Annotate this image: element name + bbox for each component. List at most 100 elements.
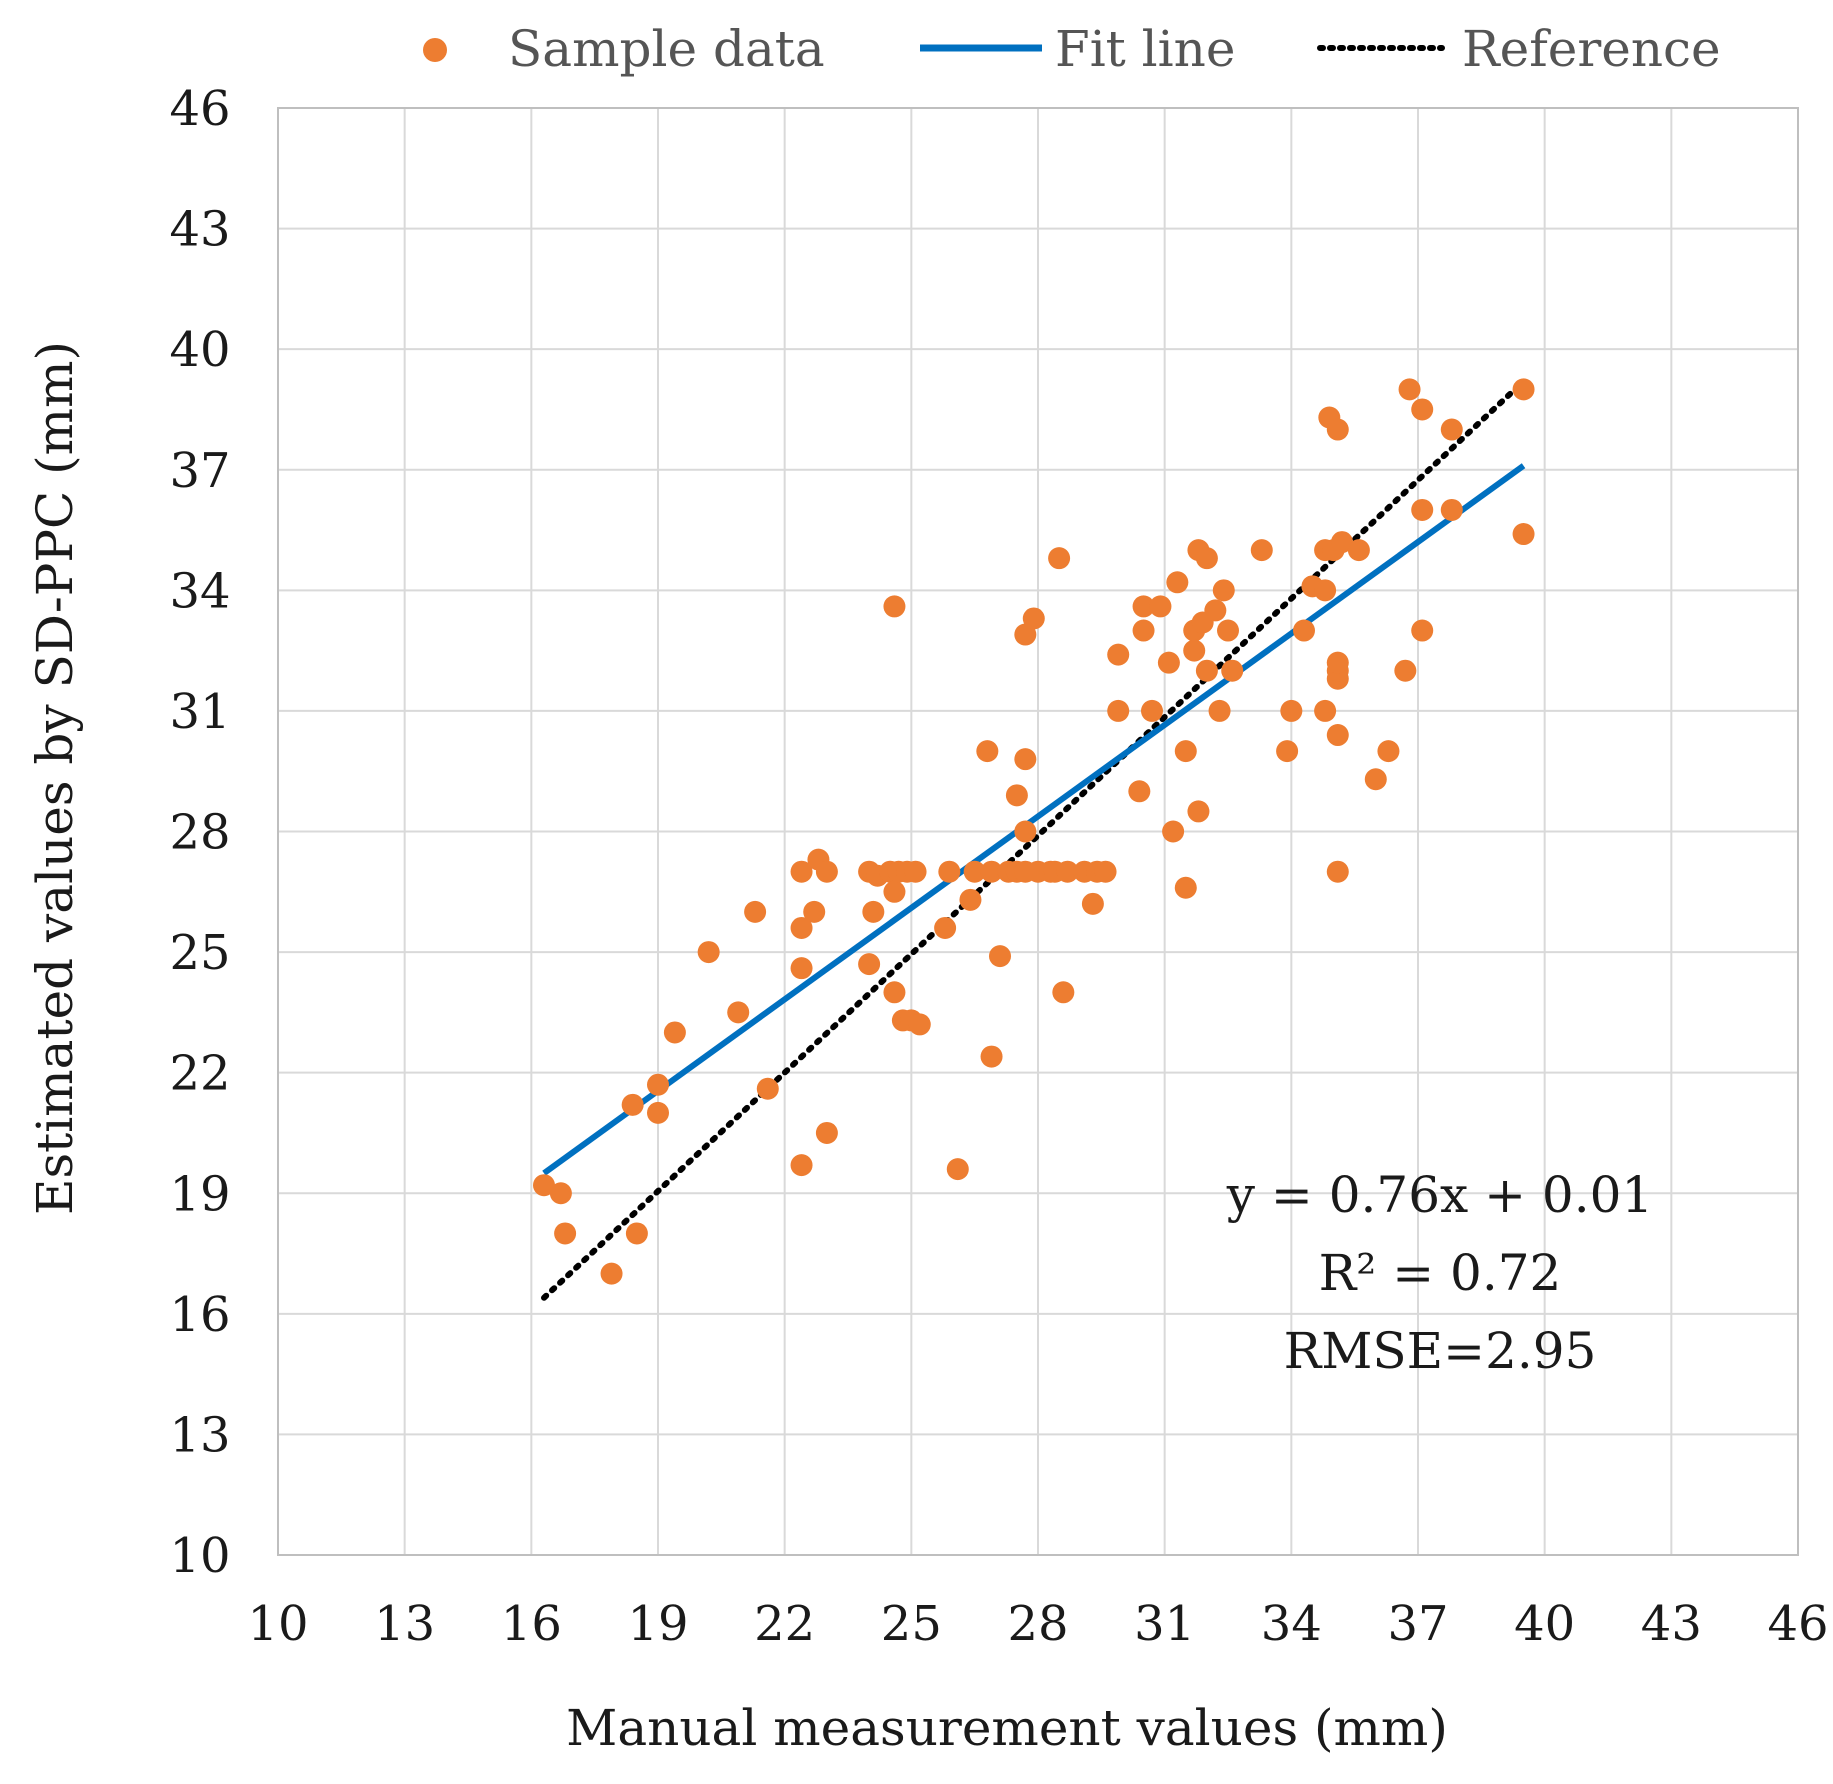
- data-point: [1183, 639, 1206, 662]
- y-tick-label: 40: [169, 322, 230, 378]
- data-point: [663, 1021, 686, 1044]
- x-tick-label: 34: [1261, 1596, 1322, 1652]
- data-point: [1162, 820, 1185, 843]
- plot-area: [277, 107, 1799, 1556]
- data-point: [883, 981, 906, 1004]
- regression-annotation: y = 0.76x + 0.01 R² = 0.72 RMSE=2.95: [1226, 1166, 1653, 1380]
- data-point: [980, 860, 1003, 883]
- data-point: [815, 860, 838, 883]
- data-point: [858, 953, 881, 976]
- data-point: [1398, 378, 1421, 401]
- gridlines: [277, 107, 1799, 1556]
- y-tick-label: 25: [169, 925, 230, 981]
- data-point: [1195, 547, 1218, 570]
- x-axis-ticks: 10 13 16 19 22 25 28 31 34 37 40 43 46: [247, 1596, 1828, 1652]
- data-point: [1022, 607, 1045, 630]
- y-axis-title: Estimated values by SD-PPC (mm): [26, 341, 84, 1215]
- data-point: [1212, 579, 1235, 602]
- data-point: [1052, 981, 1075, 1004]
- data-point: [1014, 820, 1037, 843]
- data-point: [1512, 523, 1535, 546]
- data-point: [1293, 619, 1315, 642]
- data-point: [554, 1222, 577, 1245]
- data-point: [904, 860, 927, 883]
- x-tick-label: 13: [374, 1596, 435, 1652]
- data-point: [621, 1093, 644, 1116]
- data-point: [1014, 748, 1037, 771]
- x-tick-label: 46: [1767, 1596, 1828, 1652]
- data-point: [1187, 800, 1210, 823]
- data-point: [790, 916, 813, 939]
- data-point: [1326, 651, 1349, 674]
- data-point: [1132, 595, 1155, 618]
- data-point: [1081, 892, 1104, 915]
- y-tick-label: 46: [169, 81, 230, 137]
- data-point: [600, 1262, 623, 1285]
- data-point: [1094, 860, 1117, 883]
- data-point: [815, 1121, 838, 1144]
- data-point: [1048, 547, 1071, 570]
- y-tick-label: 37: [169, 443, 230, 499]
- data-point: [1132, 619, 1155, 642]
- y-tick-label: 43: [169, 202, 230, 258]
- data-point: [1411, 398, 1434, 421]
- data-point: [976, 740, 999, 763]
- data-point: [1326, 418, 1349, 441]
- data-point: [803, 900, 826, 923]
- data-point: [980, 1045, 1003, 1068]
- data-point: [1005, 784, 1028, 807]
- x-axis-title: Manual measurement values (mm): [566, 1699, 1448, 1757]
- y-axis-ticks: 10 13 16 19 22 25 28 31 34 37 40 43 46: [169, 81, 230, 1584]
- data-point: [1440, 418, 1463, 441]
- data-point: [883, 880, 906, 903]
- legend-reference-label: Reference: [1462, 20, 1721, 78]
- y-tick-label: 10: [169, 1528, 230, 1584]
- data-point: [1276, 740, 1299, 763]
- data-point: [1411, 619, 1434, 642]
- data-point: [1166, 571, 1189, 594]
- fit-line: [542, 463, 1526, 1176]
- legend-sample-label: Sample data: [508, 20, 825, 78]
- data-point: [908, 1013, 931, 1036]
- data-point: [549, 1182, 572, 1205]
- y-tick-label: 31: [169, 684, 230, 740]
- data-point: [625, 1222, 648, 1245]
- data-point: [533, 1174, 555, 1197]
- data-point: [963, 860, 986, 883]
- data-point: [647, 1073, 669, 1096]
- data-point: [1512, 378, 1535, 401]
- data-point: [1107, 643, 1130, 666]
- data-point: [1347, 539, 1370, 562]
- data-point: [1141, 699, 1163, 722]
- data-point: [946, 1158, 969, 1181]
- x-tick-label: 43: [1641, 1596, 1702, 1652]
- data-point: [1364, 768, 1387, 791]
- rmse-text: RMSE=2.95: [1284, 1322, 1597, 1380]
- data-point: [1440, 498, 1463, 521]
- data-point: [1128, 780, 1151, 803]
- y-tick-label: 22: [169, 1046, 230, 1102]
- data-point: [1174, 740, 1197, 763]
- data-point: [1326, 724, 1349, 747]
- r-squared-text: R² = 0.72: [1319, 1244, 1562, 1302]
- x-tick-label: 19: [627, 1596, 688, 1652]
- equation-text: y = 0.76x + 0.01: [1226, 1166, 1653, 1224]
- data-point: [989, 945, 1011, 968]
- y-tick-label: 34: [169, 563, 230, 619]
- data-point: [1195, 659, 1218, 682]
- data-point: [1157, 651, 1180, 674]
- legend: Sample data Fit line Reference: [423, 20, 1721, 78]
- reference-line: [541, 378, 1527, 1301]
- data-point: [1314, 699, 1337, 722]
- data-point: [697, 941, 720, 964]
- data-point: [1149, 595, 1172, 618]
- data-point: [1174, 876, 1197, 899]
- data-point: [727, 1001, 750, 1024]
- x-tick-label: 37: [1387, 1596, 1448, 1652]
- x-tick-label: 22: [754, 1596, 815, 1652]
- data-point: [1056, 860, 1079, 883]
- x-tick-label: 31: [1134, 1596, 1195, 1652]
- data-point: [790, 957, 813, 980]
- y-tick-label: 13: [169, 1407, 230, 1463]
